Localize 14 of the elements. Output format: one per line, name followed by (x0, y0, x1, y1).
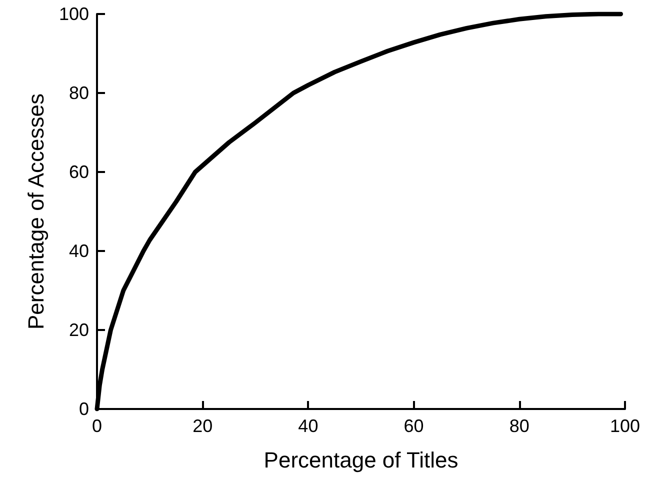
x-tick-label: 60 (404, 416, 424, 436)
x-axis-title: Percentage of Titles (264, 448, 458, 472)
x-tick-label: 40 (298, 416, 318, 436)
x-tick-label: 20 (192, 416, 213, 436)
y-tick-label: 40 (68, 241, 89, 261)
x-tick-label: 100 (610, 416, 640, 436)
y-tick-label: 100 (58, 4, 89, 24)
x-tick-label: 0 (92, 416, 102, 436)
x-tick-label: 80 (509, 416, 530, 436)
y-tick-label: 0 (78, 399, 89, 419)
y-tick-label: 80 (68, 83, 89, 103)
y-tick-label: 60 (68, 162, 89, 182)
y-axis-title: Percentage of Accesses (24, 93, 48, 330)
y-tick-label: 20 (68, 320, 89, 340)
